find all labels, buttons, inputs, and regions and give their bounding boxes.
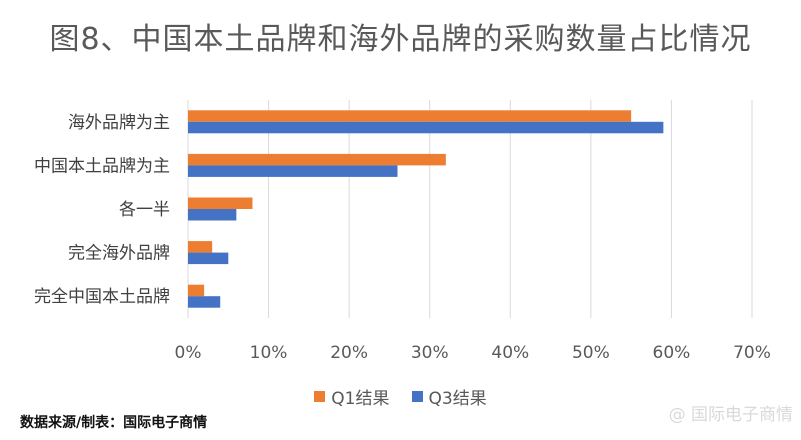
x-tick-label-70: 70% xyxy=(733,343,771,363)
bar-q1-2 xyxy=(188,197,253,209)
x-tick-label-30: 30% xyxy=(411,343,449,363)
legend-swatch-q1 xyxy=(314,391,326,402)
x-tick-label-0: 0% xyxy=(175,343,202,363)
source-note: 数据来源/制表：国际电子商情 xyxy=(20,415,208,431)
x-tick-label-40: 40% xyxy=(491,343,529,363)
watermark: @ 国际电子商情 xyxy=(668,405,793,425)
x-tick-label-60: 60% xyxy=(653,343,691,363)
bar-q3-2 xyxy=(188,209,237,221)
bar-q1-1 xyxy=(188,153,446,166)
x-tick-label-50: 50% xyxy=(572,343,610,363)
bar-q3-1 xyxy=(188,165,398,177)
category-label-2: 各一半 xyxy=(119,200,170,220)
bar-q3-3 xyxy=(188,252,229,265)
legend-swatch-q3 xyxy=(411,391,423,402)
bar-q3-0 xyxy=(188,121,664,134)
legend-item-q3: Q3结果 xyxy=(411,384,487,409)
x-tick-label-20: 20% xyxy=(330,343,368,363)
legend: Q1结果 Q3结果 xyxy=(0,384,801,409)
category-label-3: 完全海外品牌 xyxy=(68,244,170,264)
legend-item-q1: Q1结果 xyxy=(314,384,390,409)
bar-q1-4 xyxy=(188,284,205,297)
chart-title: 图8、中国本土品牌和海外品牌的采购数量占比情况 xyxy=(49,22,752,57)
bar-q3-4 xyxy=(188,296,221,308)
category-label-0: 海外品牌为主 xyxy=(68,113,170,133)
bar-q1-3 xyxy=(188,241,213,253)
category-label-1: 中国本土品牌为主 xyxy=(34,156,170,176)
legend-label-q1: Q1结果 xyxy=(331,389,390,409)
category-label-4: 完全中国本土品牌 xyxy=(34,287,170,307)
x-tick-label-10: 10% xyxy=(250,343,288,363)
bar-q1-0 xyxy=(188,110,632,122)
legend-label-q3: Q3结果 xyxy=(428,389,487,409)
